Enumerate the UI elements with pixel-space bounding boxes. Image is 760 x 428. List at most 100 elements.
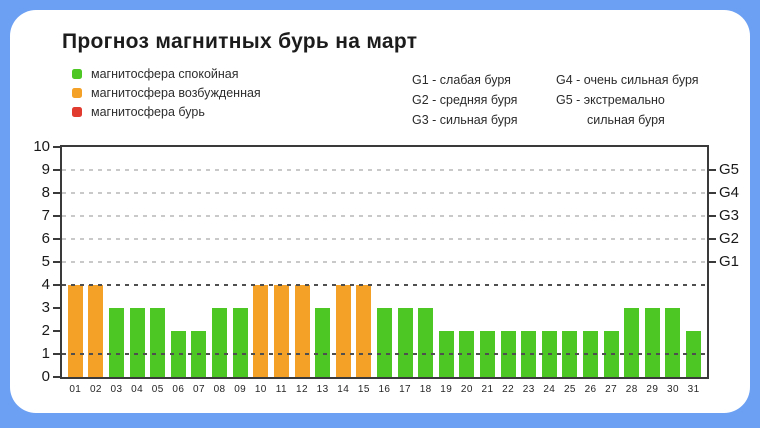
g-tick-G2 [709, 238, 716, 240]
y-tick-label-4: 4 [41, 276, 50, 293]
bar-slot-24 [539, 147, 560, 377]
y-tick-0 [53, 376, 60, 378]
x-tick-label-17: 17 [399, 384, 412, 395]
bar-day-08 [212, 308, 228, 377]
bar-slot-28 [621, 147, 642, 377]
bar-slot-20 [457, 147, 478, 377]
bar-day-11 [273, 285, 289, 377]
storm-scale-column-1: G1 - слабая буря G2 - средняя буря G3 - … [412, 70, 518, 130]
bar-slot-01 [65, 147, 86, 377]
x-tick-label-12: 12 [296, 384, 308, 395]
gridline-5 [62, 261, 707, 263]
bar-slot-25 [560, 147, 581, 377]
bar-slot-11 [271, 147, 292, 377]
x-tick-label-31: 31 [687, 384, 700, 395]
bar-slot-29 [642, 147, 663, 377]
legend-item-storm: магнитосфера бурь [72, 105, 261, 119]
y-tick-label-1: 1 [41, 345, 50, 362]
bar-slot-30 [663, 147, 684, 377]
legend-item-excited: магнитосфера возбужденная [72, 86, 261, 100]
g-level-label-G2: G2 [719, 230, 740, 247]
bar-slot-10 [250, 147, 271, 377]
plot-area: 01 02 03 04 05 06 07 08 09 10 11 12 13 14 15 16 17 18 19 20… [33, 138, 739, 395]
x-tick-label-11: 11 [275, 384, 287, 395]
bar-day-28 [624, 308, 640, 377]
y-tick-label-2: 2 [41, 322, 50, 339]
g1-description: G1 - слабая буря [412, 73, 511, 87]
y-tick-label-10: 10 [33, 138, 50, 155]
x-tick-label-10: 10 [254, 384, 267, 395]
storm-color-swatch [72, 107, 82, 117]
bar-slot-18 [415, 147, 436, 377]
g-level-label-G4: G4 [719, 184, 740, 201]
g-tick-G5 [709, 169, 716, 171]
bar-slot-15 [354, 147, 375, 377]
y-tick-9 [53, 169, 60, 171]
y-tick-label-6: 6 [41, 230, 50, 247]
bar-slot-08 [209, 147, 230, 377]
legend-label: магнитосфера спокойная [91, 67, 239, 81]
x-tick-label-28: 28 [625, 384, 638, 395]
x-tick-label-29: 29 [646, 384, 659, 395]
bar-day-03 [109, 308, 125, 377]
x-tick-label-03: 03 [110, 384, 123, 395]
magnetosphere-legend: магнитосфера спокойная магнитосфера возб… [72, 67, 261, 124]
bar-slot-05 [147, 147, 168, 377]
x-tick-label-21: 21 [481, 384, 494, 395]
bar-slot-27 [601, 147, 622, 377]
y-tick-label-3: 3 [41, 299, 50, 316]
bar-day-17 [397, 308, 413, 377]
bar-slot-17 [395, 147, 416, 377]
excited-color-swatch [72, 88, 82, 98]
y-tick-7 [53, 215, 60, 217]
x-tick-label-14: 14 [337, 384, 350, 395]
gridline-6 [62, 238, 707, 240]
y-tick-3 [53, 307, 60, 309]
bar-day-10 [253, 285, 269, 377]
y-tick-2 [53, 330, 60, 332]
bar-day-12 [294, 285, 310, 377]
gridline-9 [62, 169, 707, 171]
bar-slot-12 [292, 147, 313, 377]
y-tick-label-8: 8 [41, 184, 50, 201]
x-tick-label-20: 20 [460, 384, 473, 395]
y-tick-label-7: 7 [41, 207, 50, 224]
bar-day-01 [67, 285, 83, 377]
x-tick-label-01: 01 [69, 384, 82, 395]
x-tick-label-15: 15 [357, 384, 370, 395]
bar-slot-22 [498, 147, 519, 377]
x-tick-label-05: 05 [151, 384, 164, 395]
storm-scale-column-2: G4 - очень сильная буря G5 - экстремальн… [556, 70, 699, 130]
bar-slot-06 [168, 147, 189, 377]
x-tick-label-23: 23 [522, 384, 535, 395]
bar-slot-16 [374, 147, 395, 377]
g-tick-G3 [709, 215, 716, 217]
page-title: Прогноз магнитных бурь на март [62, 30, 418, 53]
y-tick-5 [53, 261, 60, 263]
bar-day-30 [665, 308, 681, 377]
x-tick-label-09: 09 [234, 384, 247, 395]
g5-description-line2: сильная буря [587, 113, 665, 127]
y-tick-6 [53, 238, 60, 240]
threshold-line-1 [62, 353, 707, 355]
bar-slot-13 [312, 147, 333, 377]
bar-day-16 [376, 308, 392, 377]
y-tick-8 [53, 192, 60, 194]
threshold-line-4 [62, 284, 707, 286]
g2-description: G2 - средняя буря [412, 93, 518, 107]
x-tick-label-04: 04 [131, 384, 144, 395]
x-axis-labels: 01 02 03 04 05 06 07 08 09 10 11 12 13 14 15 16 17 18 19 20… [65, 384, 704, 395]
x-tick-label-24: 24 [543, 384, 556, 395]
g4-description: G4 - очень сильная буря [556, 73, 699, 87]
g3-description: G3 - сильная буря [412, 113, 518, 127]
y-tick-1 [53, 353, 60, 355]
x-tick-label-16: 16 [378, 384, 391, 395]
bar-day-04 [129, 308, 145, 377]
bar-day-13 [315, 308, 331, 377]
y-tick-label-5: 5 [41, 253, 50, 270]
x-tick-label-22: 22 [502, 384, 515, 395]
bar-slot-31 [683, 147, 704, 377]
bar-slot-19 [436, 147, 457, 377]
legend-item-calm: магнитосфера спокойная [72, 67, 261, 81]
